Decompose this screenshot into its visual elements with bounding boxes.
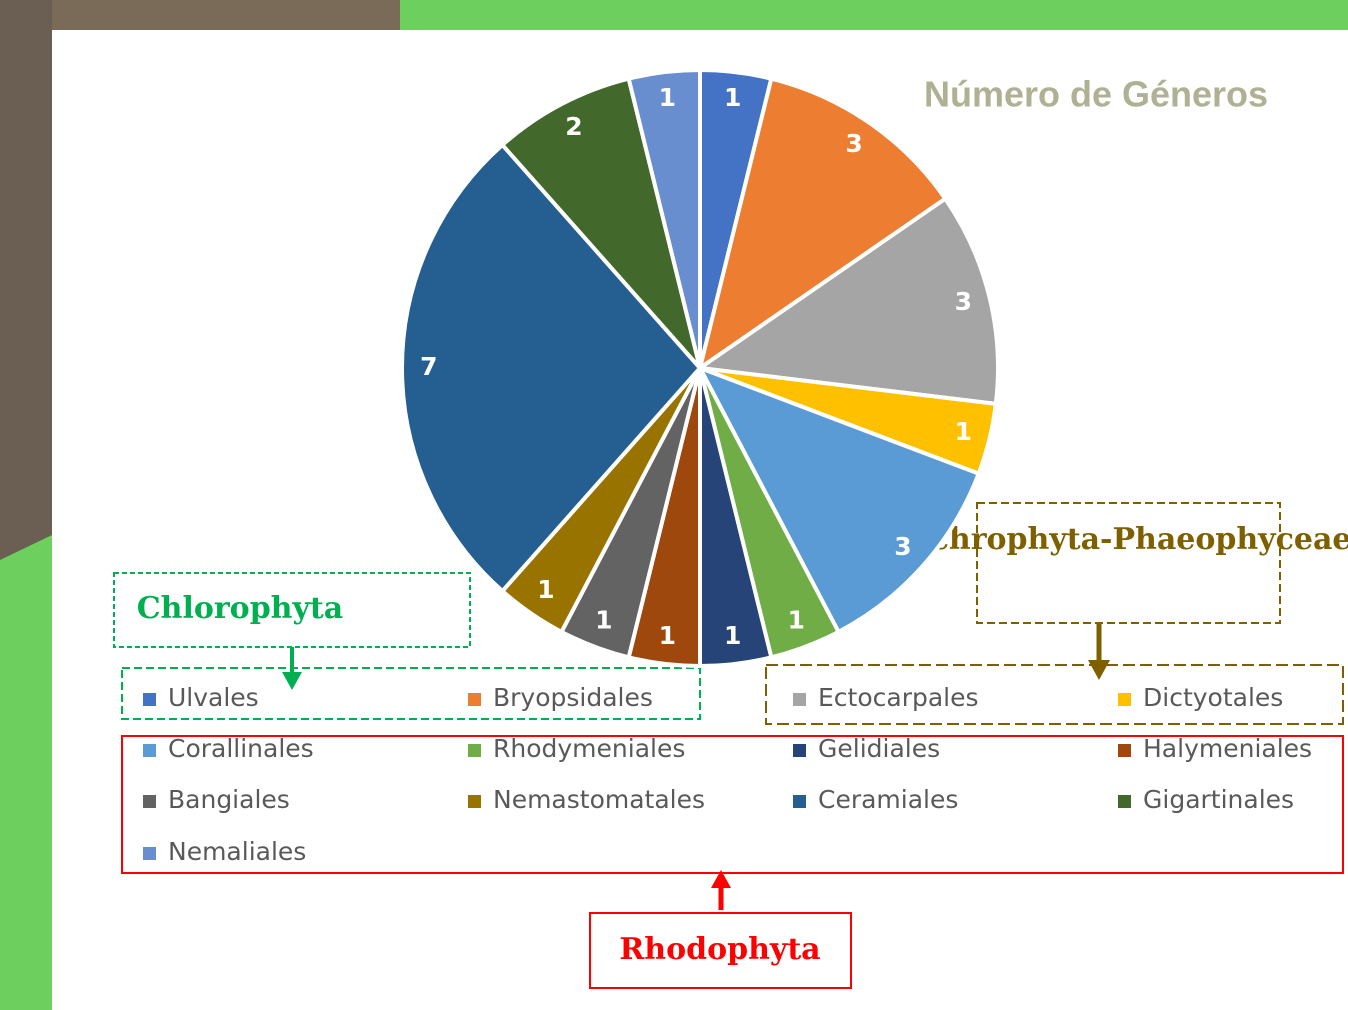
legend-label: Nemastomatales [493,785,705,814]
legend-swatch [1118,795,1131,808]
photo [0,0,52,560]
legend-label: Dictyotales [1143,683,1283,712]
legend-swatch [1118,744,1131,757]
legend-swatch [143,847,156,860]
legend-swatch [468,795,481,808]
photo [0,0,400,30]
annotation: Rhodophyta [619,932,820,967]
legend-swatch [468,744,481,757]
legend-label: Ulvales [168,683,259,712]
data-label: 3 [894,532,911,561]
legend-swatch [468,693,481,706]
legend-label: Halymeniales [1143,734,1312,763]
legend-swatch [793,693,806,706]
chart-title: Número de Géneros [924,74,1268,115]
legend-label: Bangiales [168,785,290,814]
data-label: 2 [565,112,582,141]
side-banner [0,535,52,1010]
legend-swatch [793,744,806,757]
data-label: 1 [659,83,676,112]
legend-label: Rhodymeniales [493,734,685,763]
data-label: 3 [845,129,862,158]
annotation: Ochrophyta-Phaeophyceae [905,522,1348,557]
legend-swatch [143,693,156,706]
legend-label: Corallinales [168,734,314,763]
legend-label: Gelidiales [818,734,940,763]
data-label: 7 [420,352,437,381]
legend-swatch [1118,693,1131,706]
data-label: 1 [595,606,612,635]
data-label: 1 [659,621,676,650]
data-label: 3 [955,287,972,316]
legend-label: Ectocarpales [818,683,979,712]
legend-label: Bryopsidales [493,683,653,712]
data-label: 1 [537,575,554,604]
legend-label: Nemaliales [168,837,306,866]
annotation: Chlorophyta [137,591,343,626]
data-label: 1 [955,417,972,446]
legend-swatch [143,744,156,757]
chart: Número de Géneros Chlorophyta Ochrophyta… [0,0,1348,1010]
legend-swatch [793,795,806,808]
top-banner [400,0,1348,30]
legend-swatch [143,795,156,808]
data-label: 1 [724,621,741,650]
legend-label: Gigartinales [1143,785,1294,814]
data-label: 1 [787,606,804,635]
legend-label: Ceramiales [818,785,958,814]
data-label: 1 [724,83,741,112]
